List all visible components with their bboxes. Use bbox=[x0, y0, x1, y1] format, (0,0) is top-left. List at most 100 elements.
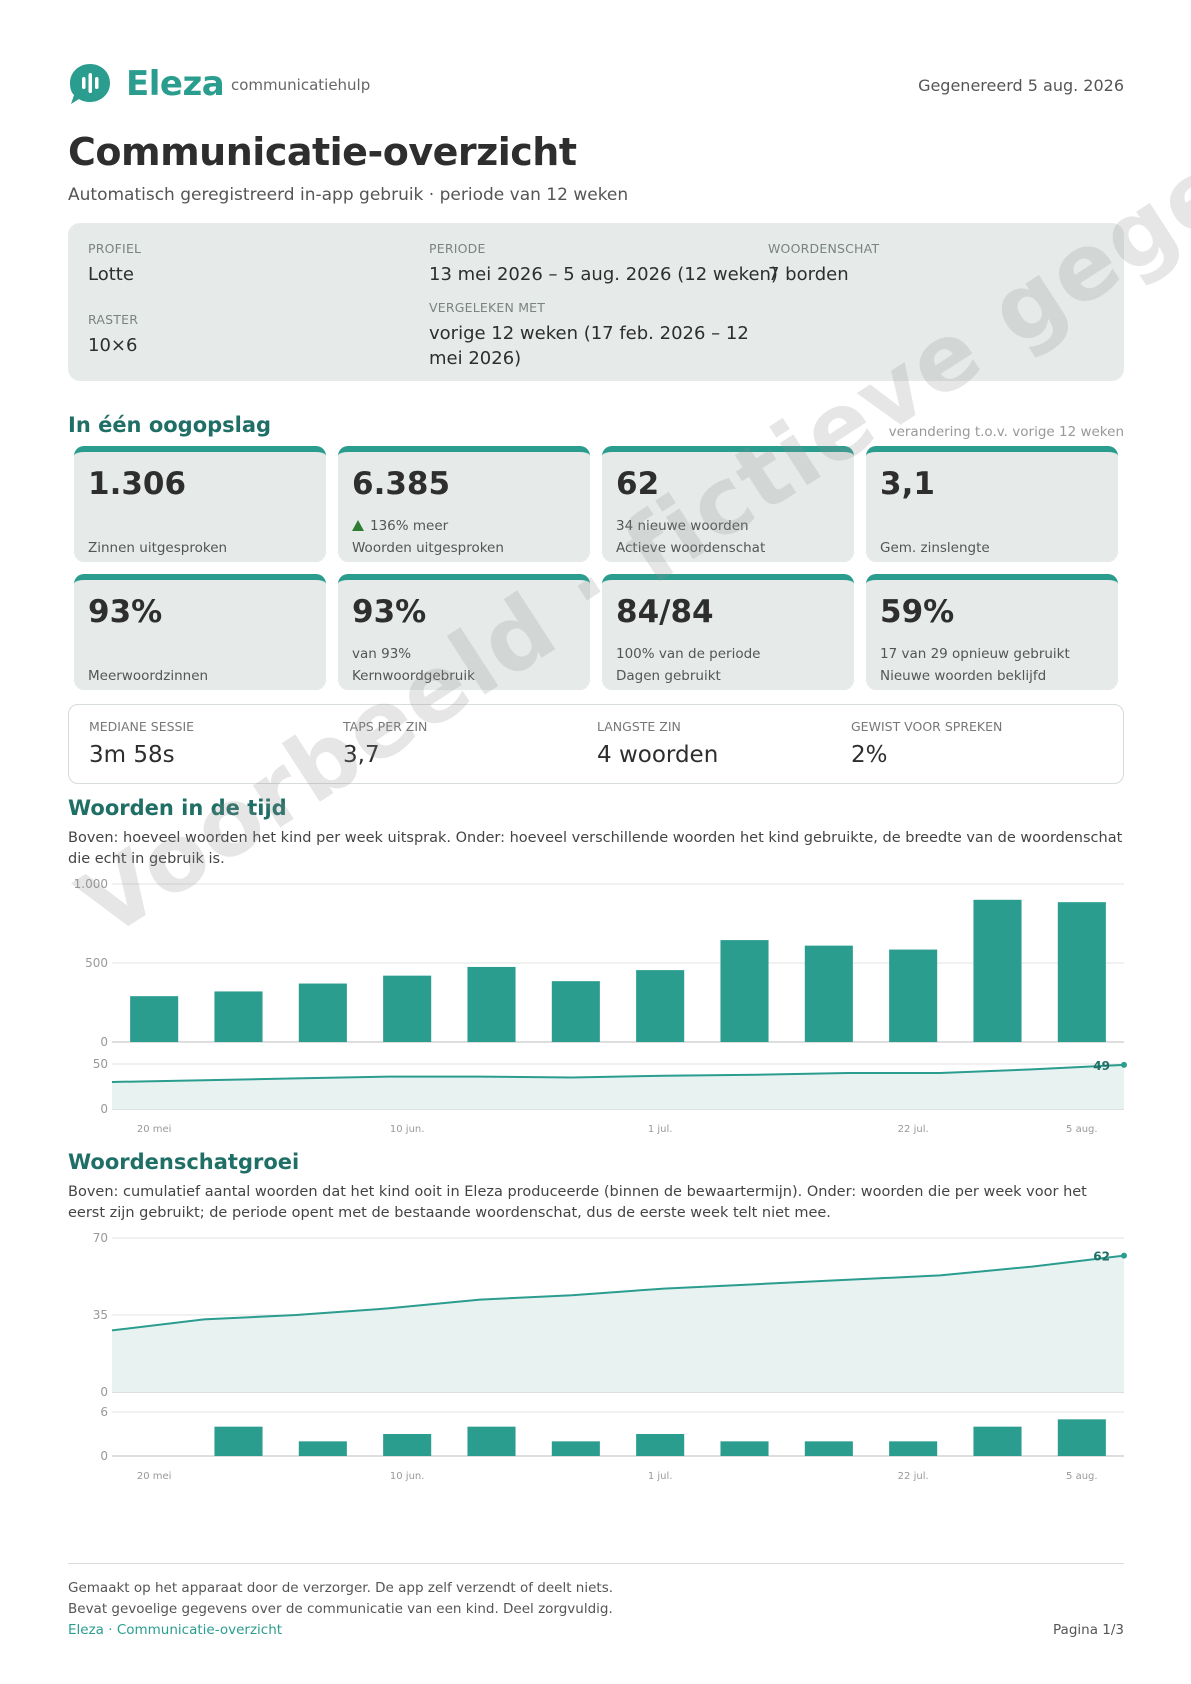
x-tick-label: 10 jun. bbox=[390, 1124, 425, 1135]
period-field: PERIODE 13 mei 2026 – 5 aug. 2026 (12 we… bbox=[429, 241, 778, 287]
bar bbox=[1057, 902, 1106, 1042]
bar bbox=[214, 1426, 263, 1456]
bar bbox=[383, 1434, 432, 1456]
x-tick-label: 20 mei bbox=[137, 1471, 172, 1482]
kpi-value: 3,1 bbox=[880, 466, 935, 502]
y-tick-label: 0 bbox=[100, 1035, 108, 1049]
vocabulary-growth-chart: 70 35 0 62 6 0 20 mei 10 jun. 1 jul. 22 jul. 5 aug… bbox=[93, 1231, 1127, 1482]
kpi-card-words: 6.385 136% meer Woorden uitgesproken bbox=[338, 446, 590, 562]
profile-field: PROFIEL Lotte bbox=[88, 241, 141, 287]
kpi-value: 93% bbox=[88, 594, 163, 630]
brand-name: Eleza bbox=[126, 64, 225, 104]
report-header: Eleza communicatiehulp Gegenereerd 5 aug… bbox=[68, 60, 1124, 110]
footer-note-device: Gemaakt op het apparaat door de verzorge… bbox=[68, 1580, 614, 1596]
end-point bbox=[1121, 1252, 1127, 1259]
profile-label: PROFIEL bbox=[88, 241, 142, 256]
x-tick-label: 5 aug. bbox=[1066, 1471, 1098, 1482]
page-title: Communicatie-overzicht bbox=[68, 130, 577, 174]
y-tick-label: 0 bbox=[100, 1102, 108, 1116]
kpi-sub: van 93% bbox=[352, 646, 412, 662]
vocab-heading: Woordenschatgroei bbox=[68, 1150, 300, 1174]
page-number: Pagina 1/3 bbox=[1053, 1622, 1124, 1638]
vocab-description: Boven: cumulatief aantal woorden dat het… bbox=[68, 1184, 1087, 1221]
generated-date: Gegenereerd 5 aug. 2026 bbox=[918, 76, 1124, 95]
kpi-value: 1.306 bbox=[88, 466, 187, 502]
stat-label: GEWIST VOOR SPREKEN bbox=[851, 719, 1003, 734]
bar bbox=[298, 1441, 347, 1456]
kpi-label: Zinnen uitgesproken bbox=[88, 540, 228, 556]
grid-value: 10×6 bbox=[88, 335, 138, 356]
y-tick-label: 500 bbox=[85, 956, 108, 970]
x-tick-label: 22 jul. bbox=[898, 1471, 929, 1482]
stat-value: 2% bbox=[851, 742, 888, 768]
kpi-sub: 17 van 29 opnieuw gebruikt bbox=[880, 646, 1070, 662]
session-stats: MEDIANE SESSIE 3m 58s TAPS PER ZIN 3,7 L… bbox=[68, 704, 1124, 784]
profile-info-box: PROFIEL Lotte RASTER 10×6 PERIODE 13 mei… bbox=[68, 223, 1124, 381]
kpi-label: Actieve woordenschat bbox=[616, 540, 766, 556]
y-tick-label: 0 bbox=[100, 1449, 108, 1463]
kpi-label: Gem. zinslengte bbox=[880, 540, 990, 556]
kpi-card-sentences: 1.306 Zinnen uitgesproken bbox=[74, 446, 326, 562]
footer-link[interactable]: Eleza · Communicatie-overzicht bbox=[68, 1622, 283, 1638]
bar bbox=[1057, 1419, 1106, 1456]
bar bbox=[551, 1441, 600, 1456]
kpi-change: 136% meer bbox=[352, 518, 448, 534]
kpi-label: Woorden uitgesproken bbox=[352, 540, 504, 556]
bar bbox=[214, 991, 263, 1042]
bar bbox=[467, 966, 516, 1042]
compared-label: VERGELEKEN MET bbox=[429, 300, 546, 315]
series-line bbox=[111, 1063, 1125, 1083]
grid-field: RASTER 10×6 bbox=[88, 312, 138, 358]
compared-value: vorige 12 weken (17 feb. 2026 – 12 mei 2… bbox=[429, 323, 749, 369]
x-tick-label: 1 jul. bbox=[648, 1124, 673, 1135]
x-tick-label: 1 jul. bbox=[648, 1471, 673, 1482]
vocabulary-field: WOORDENSCHAT 7 borden bbox=[768, 241, 879, 287]
period-label: PERIODE bbox=[429, 241, 486, 256]
speech-bubble-waveform-icon bbox=[70, 64, 110, 104]
kpi-value: 59% bbox=[880, 594, 955, 630]
bar bbox=[467, 1426, 516, 1456]
bar bbox=[383, 975, 432, 1042]
kpi-card-active-vocabulary: 62 34 nieuwe woorden Actieve woordenscha… bbox=[602, 446, 854, 562]
end-point bbox=[1121, 1061, 1127, 1068]
end-value-label: 49 bbox=[1093, 1059, 1110, 1073]
stat-label: MEDIANE SESSIE bbox=[89, 719, 195, 734]
stat-median-session: MEDIANE SESSIE 3m 58s bbox=[89, 719, 194, 768]
kpi-value: 93% bbox=[352, 594, 427, 630]
stat-value: 4 woorden bbox=[597, 742, 719, 768]
vocabulary-label: WOORDENSCHAT bbox=[768, 241, 880, 256]
compared-field: VERGELEKEN MET vorige 12 weken (17 feb. … bbox=[429, 300, 759, 371]
area-fill bbox=[112, 1064, 1124, 1109]
bar bbox=[551, 981, 600, 1042]
kpi-label: Kernwoordgebruik bbox=[352, 668, 475, 684]
bar bbox=[804, 945, 853, 1042]
bar bbox=[720, 1441, 769, 1456]
page-subtitle: Automatisch geregistreerd in-app gebruik… bbox=[68, 185, 629, 205]
x-tick-label: 22 jul. bbox=[898, 1124, 929, 1135]
kpi-card-core-words: 93% van 93% Kernwoordgebruik bbox=[338, 574, 590, 690]
kpi-card-days-used: 84/84 100% van de periode Dagen gebruikt bbox=[602, 574, 854, 690]
profile-value: Lotte bbox=[88, 264, 134, 285]
y-tick-label: 0 bbox=[100, 1385, 108, 1399]
kpi-sub: 100% van de periode bbox=[616, 646, 761, 662]
footer-note-sensitive: Bevat gevoelige gegevens over de communi… bbox=[68, 1601, 613, 1617]
y-tick-label: 70 bbox=[93, 1231, 108, 1245]
stat-deleted-before-speaking: GEWIST VOOR SPREKEN 2% bbox=[851, 719, 1002, 768]
stat-label: LANGSTE ZIN bbox=[597, 719, 681, 734]
stat-longest-sentence: LANGSTE ZIN 4 woorden bbox=[597, 719, 718, 768]
bar bbox=[804, 1441, 853, 1456]
words-description: Boven: hoeveel woorden het kind per week… bbox=[68, 830, 1123, 867]
kpi-card-sentence-length: 3,1 Gem. zinslengte bbox=[866, 446, 1118, 562]
bar bbox=[636, 1434, 685, 1456]
bar bbox=[636, 970, 685, 1042]
bar bbox=[130, 996, 179, 1042]
words-heading: Woorden in de tijd bbox=[68, 796, 287, 820]
grid-label: RASTER bbox=[88, 312, 139, 327]
overview-note: verandering t.o.v. vorige 12 weken bbox=[888, 424, 1124, 440]
kpi-value: 6.385 bbox=[352, 466, 451, 502]
footer-divider bbox=[68, 1563, 1124, 1564]
bar bbox=[720, 940, 769, 1042]
bar bbox=[973, 1426, 1022, 1456]
